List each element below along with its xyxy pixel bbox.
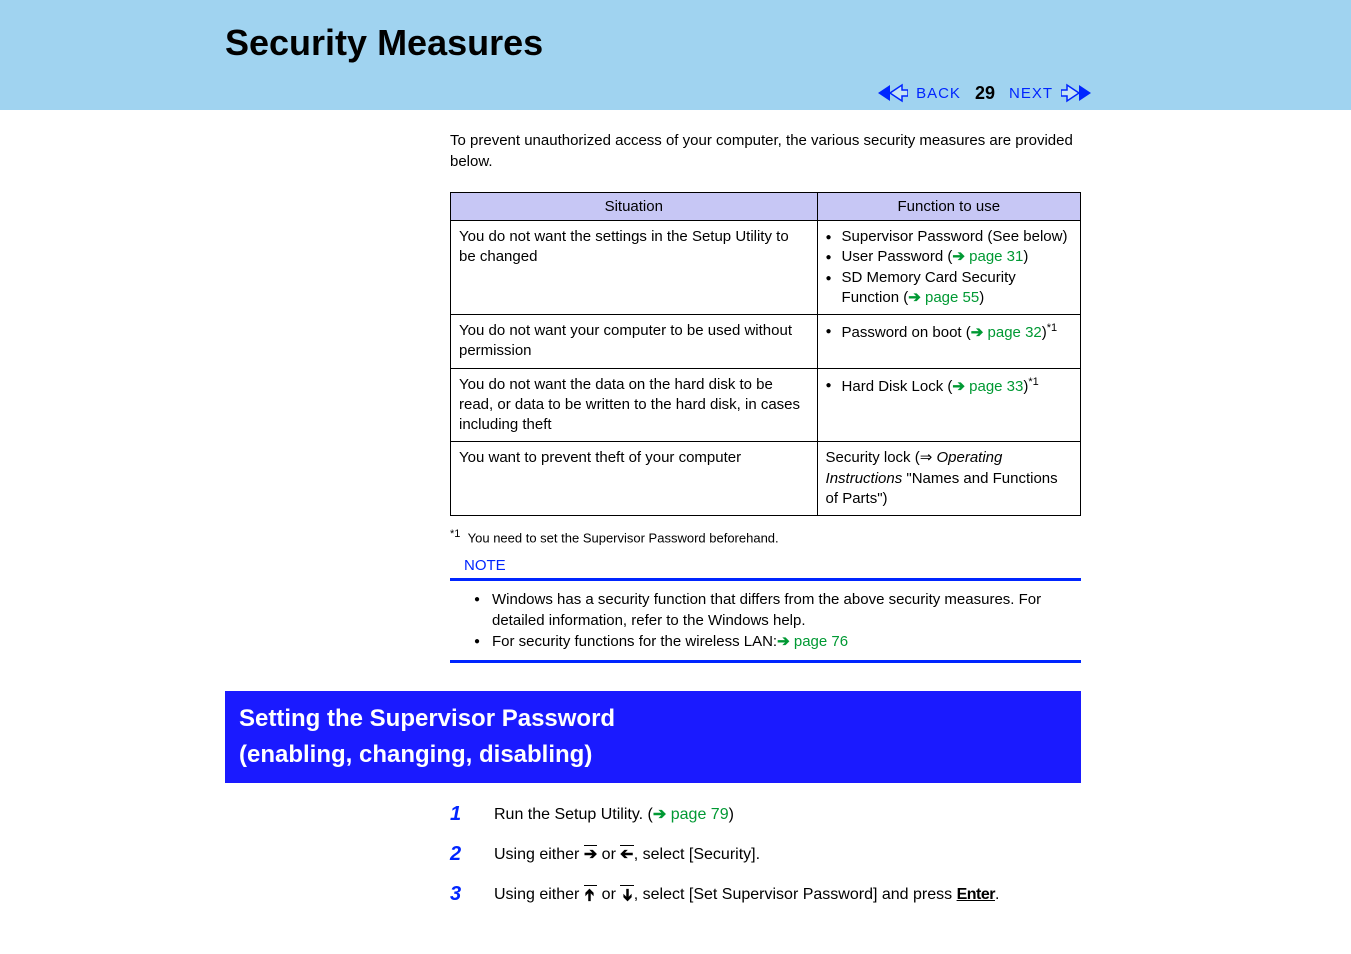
security-table: Situation Function to use You do not wan… xyxy=(450,192,1081,516)
page-link[interactable]: page 33 xyxy=(969,378,1023,395)
step-item: 2Using either ➔ or ➔, select [Security]. xyxy=(450,843,1081,867)
note-box: Windows has a security function that dif… xyxy=(450,578,1081,663)
page-link[interactable]: page 79 xyxy=(671,806,729,823)
arrow-key-icon: ➔ xyxy=(584,885,597,903)
arrow-key-icon: ➔ xyxy=(584,845,597,863)
section-heading: Setting the Supervisor Password(enabling… xyxy=(225,691,1081,783)
table-cell-situation: You want to prevent theft of your comput… xyxy=(451,442,818,516)
note-list-item: Windows has a security function that dif… xyxy=(474,589,1081,631)
header-band: Security Measures BACK 29 NEXT xyxy=(0,0,1351,110)
step-number: 2 xyxy=(450,843,494,866)
footnote-text: You need to set the Supervisor Password … xyxy=(468,530,779,545)
step-text: Using either ➔ or ➔, select [Security]. xyxy=(494,843,760,867)
arrow-key-icon: ➔ xyxy=(620,845,633,863)
enter-key: Enter xyxy=(957,886,995,903)
page-link[interactable]: page 31 xyxy=(969,248,1023,265)
page-number: 29 xyxy=(975,83,995,104)
page-title: Security Measures xyxy=(225,22,1351,64)
function-list-item: Supervisor Password (See below) xyxy=(826,227,1072,247)
page-link[interactable]: page 55 xyxy=(925,289,979,306)
table-cell-function: Security lock (⇒ Operating Instructions … xyxy=(817,442,1080,516)
footnote-mark: *1 xyxy=(450,528,460,540)
page-link[interactable]: page 76 xyxy=(794,633,848,650)
next-arrow-icon[interactable] xyxy=(1061,82,1091,104)
step-number: 3 xyxy=(450,883,494,906)
page-link[interactable]: page 32 xyxy=(988,324,1042,341)
back-link[interactable]: BACK xyxy=(916,85,961,102)
content-region: To prevent unauthorized access of your c… xyxy=(0,110,1351,663)
note-label: NOTE xyxy=(450,557,1081,574)
step-number: 1 xyxy=(450,803,494,826)
table-header-function: Function to use xyxy=(817,193,1080,221)
table-cell-situation: You do not want the settings in the Setu… xyxy=(451,221,818,315)
step-text: Run the Setup Utility. (➔ page 79) xyxy=(494,803,734,827)
arrow-key-icon: ➔ xyxy=(620,885,633,903)
page-container: Security Measures BACK 29 NEXT To preven… xyxy=(0,0,1351,954)
next-link[interactable]: NEXT xyxy=(1009,85,1053,102)
table-cell-function: Supervisor Password (See below)User Pass… xyxy=(817,221,1080,315)
step-item: 1Run the Setup Utility. (➔ page 79) xyxy=(450,803,1081,827)
function-list-item: Hard Disk Lock (➔ page 33)*1 xyxy=(826,375,1072,397)
footnote: *1 You need to set the Supervisor Passwo… xyxy=(450,528,1081,545)
table-cell-situation: You do not want your computer to be used… xyxy=(451,315,818,369)
step-item: 3Using either ➔ or ➔, select [Set Superv… xyxy=(450,883,1081,907)
nav-row: BACK 29 NEXT xyxy=(878,82,1091,104)
note-list-item: For security functions for the wireless … xyxy=(474,631,1081,652)
function-list-item: SD Memory Card Security Function (➔ page… xyxy=(826,268,1072,309)
table-cell-situation: You do not want the data on the hard dis… xyxy=(451,368,818,442)
function-list-item: User Password (➔ page 31) xyxy=(826,247,1072,267)
function-list-item: Password on boot (➔ page 32)*1 xyxy=(826,321,1072,343)
table-cell-function: Password on boot (➔ page 32)*1 xyxy=(817,315,1080,369)
intro-paragraph: To prevent unauthorized access of your c… xyxy=(450,130,1081,172)
table-header-situation: Situation xyxy=(451,193,818,221)
steps-list: 1Run the Setup Utility. (➔ page 79)2Usin… xyxy=(0,783,1351,907)
table-cell-function: Hard Disk Lock (➔ page 33)*1 xyxy=(817,368,1080,442)
back-arrow-icon[interactable] xyxy=(878,82,908,104)
step-text: Using either ➔ or ➔, select [Set Supervi… xyxy=(494,883,999,907)
